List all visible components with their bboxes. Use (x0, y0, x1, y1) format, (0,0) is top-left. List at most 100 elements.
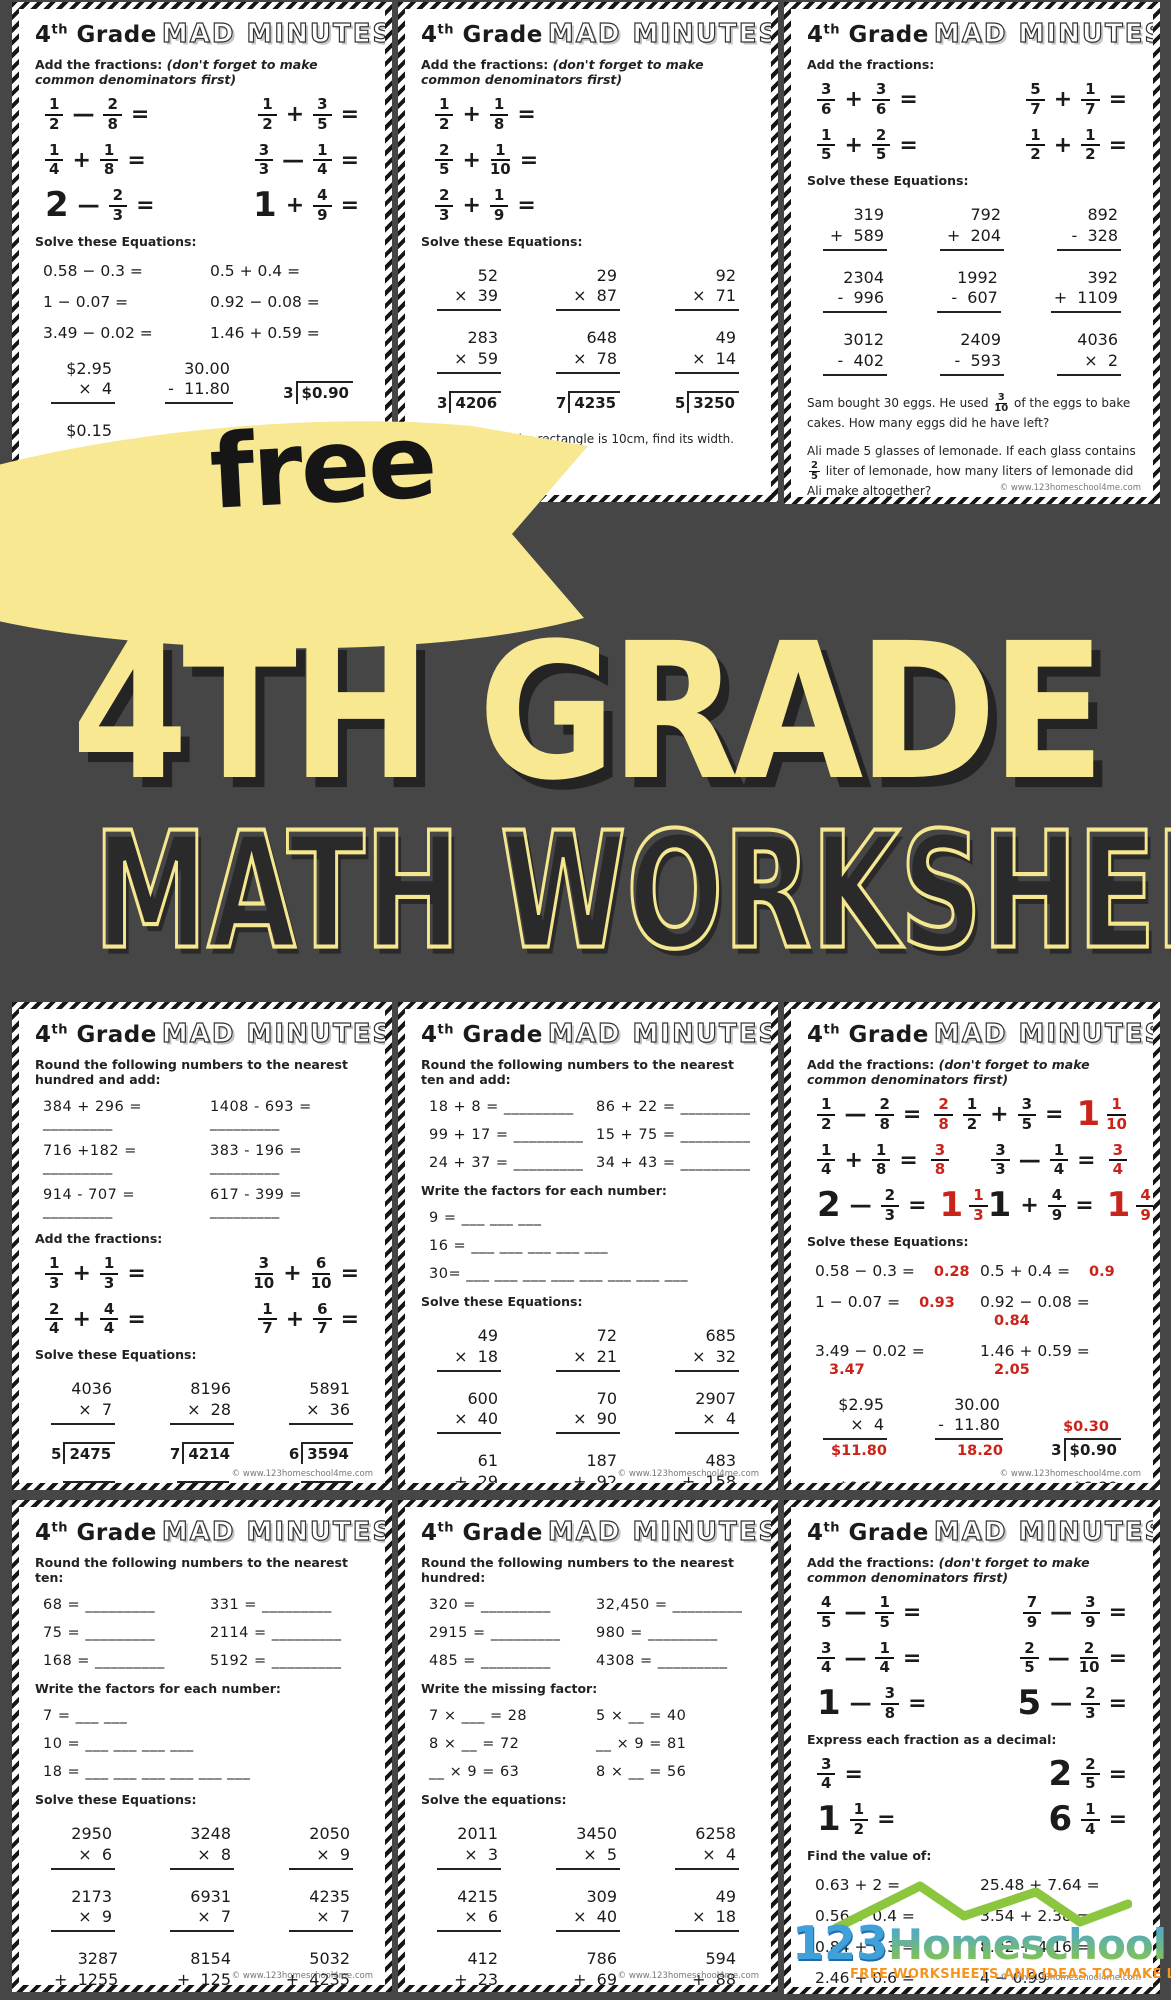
math-expression: 3 4 — 1 4 = (817, 1640, 921, 1677)
equation-row: 0.63 + 2 = 25.48 + 7.64 = (807, 1876, 1137, 1894)
fill-in-problem: 9 = ___ ___ ___ (429, 1210, 542, 1226)
instruction-label: Add the fractions: (don't forget to make… (807, 1057, 1090, 1087)
fill-in-row: 24 + 37 = _________ 34 + 43 = _________ (421, 1155, 755, 1171)
operator: + (72, 147, 91, 173)
fill-in-row: 7 × ___ = 28 5 × __ = 40 (421, 1708, 755, 1724)
operator: + (1053, 132, 1073, 158)
worksheet-preview-r3c1: 4th Grade MAD MINUTES Round the followin… (12, 1500, 392, 1992)
operator: = (136, 193, 155, 219)
worksheet-title: MAD MINUTES (547, 1516, 778, 1547)
math-expression: 1 2 +1 8 = (435, 96, 536, 133)
math-expression: 1 1 2 = (817, 1801, 896, 1838)
vertical-problem: 8154 + 125 (170, 1949, 234, 1985)
math-expression: 1 2 — 2 8 = (45, 96, 149, 133)
fraction-row: 2 3 +1 9 = (421, 187, 755, 224)
math-expression: 1 +4 9 = (253, 187, 359, 224)
instruction-label: Round the following numbers to the neare… (421, 1057, 734, 1087)
operator: + (285, 102, 305, 128)
fill-in-row: 485 = _________ 4308 = _________ (421, 1653, 755, 1669)
operator: + (990, 1102, 1009, 1128)
fill-in-problem: 30= ___ ___ ___ ___ ___ ___ ___ ___ (429, 1266, 688, 1282)
worksheet-grade: 4th Grade (807, 1022, 929, 1048)
operator: — (849, 1193, 872, 1219)
fill-in-problem: 32,450 = _________ (596, 1597, 743, 1613)
fill-in-problem: __ × 9 = 63 (429, 1764, 520, 1780)
fill-in-problem: 86 + 22 = _________ (596, 1099, 751, 1115)
equation: 0.84 + 0.3 = (815, 1937, 915, 1956)
operator: = (517, 102, 536, 128)
instruction-label: Express each fraction as a decimal: (807, 1731, 1057, 1747)
answer: 18.20 (957, 1443, 1003, 1460)
operator: + (462, 193, 481, 219)
operator: + (844, 87, 863, 113)
worksheet-title: MAD MINUTES (161, 1018, 392, 1049)
ribbon-shape (0, 421, 588, 649)
worksheet-header: 4th Grade MAD MINUTES (807, 1018, 1153, 1049)
answer: $11.80 (831, 1443, 887, 1460)
vertical-problem: 600 × 40 (437, 1389, 501, 1435)
worksheet-title: MAD MINUTES (933, 1516, 1160, 1547)
operator: = (1108, 1645, 1127, 1671)
fraction-row: 3 4 = 2 2 5 = (807, 1756, 1137, 1793)
page-subtitle: MATH WORKSHEETS (92, 799, 1171, 986)
worksheet-footer: © www.123homeschool4me.com (617, 1971, 759, 1981)
instruction-label: Write the missing factor: (421, 1681, 598, 1696)
operator: = (127, 147, 146, 173)
vertical-problem: 52 × 39 (437, 266, 501, 312)
vertical-problem: 92 × 71 (675, 266, 739, 312)
fill-in-problem: 2915 = _________ (429, 1625, 561, 1641)
fraction: 1 10 (489, 140, 511, 179)
vertical-problem-row: 52 × 39 29 × 87 92 × 71 (421, 266, 755, 312)
page-title: 4TH GRADE (71, 602, 1105, 822)
operator: + (1053, 87, 1073, 113)
fraction: 6 10 (310, 1254, 332, 1292)
long-division-problem: 6 3594 (289, 1441, 353, 1465)
long-division-problem: 3 4206 (437, 390, 502, 414)
whole-number: 1 (817, 1683, 841, 1724)
worksheet-preview-r3c2: 4th Grade MAD MINUTES Round the followin… (398, 1500, 778, 1992)
vertical-problem: 49 × 14 (675, 328, 739, 374)
fill-in-problem: 8 × __ = 56 (596, 1764, 687, 1780)
whole-number: 2 (45, 185, 69, 226)
fill-in-row: 18 = ___ ___ ___ ___ ___ ___ (35, 1764, 369, 1780)
instruction-label: Solve these Equations: (35, 1347, 197, 1362)
vertical-problem: 4036 × 2 (1057, 330, 1121, 376)
fill-in-row: 384 + 296 = _________ 1408 - 693 = ______… (35, 1099, 369, 1131)
vertical-problem: 3248 × 8 (170, 1824, 234, 1870)
worksheet-footer: © www.123homeschool4me.com (999, 1973, 1141, 1983)
long-division-problem: 96480 (51, 1481, 116, 1483)
long-division-problem: 39207 (165, 1481, 229, 1483)
fill-in-row: 8 × __ = 72 __ × 9 = 81 (421, 1736, 755, 1752)
instruction-label: Find the value of: (807, 1847, 932, 1863)
vertical-problem-row: 3 4206 7 4235 5 3250 (421, 390, 755, 414)
brand-wordmark: 123Homeschool4 ME (792, 1920, 1171, 1966)
equation-row: 2.46 + 0.6 = 4 − 0.99 (807, 1969, 1137, 1987)
answer: 0.93 (919, 1294, 955, 1311)
math-expression: 1 7 +6 7 = (258, 1301, 359, 1338)
long-division-problem: 3 $0.90 (283, 381, 353, 404)
fill-in-problem: 168 = _________ (43, 1653, 165, 1669)
fill-in-row: 18 + 8 = _________ 86 + 22 = _________ (421, 1099, 755, 1115)
answer: 0.9 (1088, 1263, 1115, 1280)
fraction-row: 2—2 3 = 1 1 3 1 +4 9 = 1 4 9 (807, 1187, 1153, 1224)
operator: — (1018, 1147, 1041, 1173)
worksheet-preview-r2c2: 4th Grade MAD MINUTES Round the followin… (398, 1002, 778, 1490)
math-expression: 3 3 — 1 4 = 3 4 (991, 1142, 1127, 1179)
fill-in-row: 10 = ___ ___ ___ ___ (35, 1736, 369, 1752)
fill-in-problem: 383 - 196 = _________ (210, 1143, 303, 1175)
vertical-problem: 3012- 402 (823, 330, 887, 376)
worksheet-grade: 4th Grade (807, 1520, 929, 1546)
